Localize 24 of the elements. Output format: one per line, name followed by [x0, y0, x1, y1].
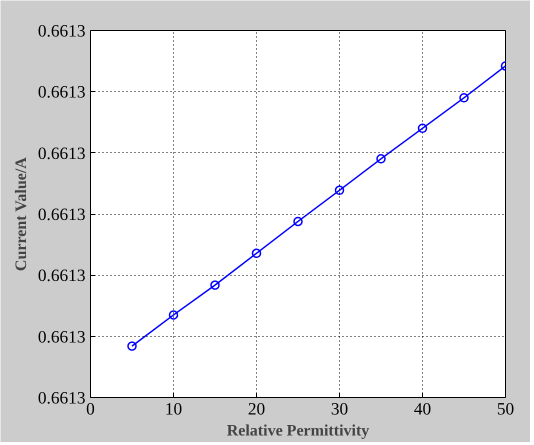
x-tick-label: 30: [330, 400, 348, 418]
text: 0.6613: [38, 82, 86, 102]
point: [459, 93, 469, 103]
point: [334, 186, 344, 196]
x-tick-label: 40: [414, 400, 432, 418]
text: 0.6613: [38, 266, 86, 286]
point: [210, 280, 220, 290]
text: 0.6613: [38, 22, 86, 40]
x-axis-title: Relative Permittivity: [226, 422, 370, 440]
text: 0.6613: [38, 205, 86, 224]
point: [168, 310, 178, 320]
x-tick-label: 50: [496, 400, 514, 418]
point: [293, 216, 303, 226]
point: [252, 248, 262, 258]
text: 0.6613: [38, 327, 86, 346]
text: 0.6613: [38, 388, 86, 408]
y-axis-title: Current Value/A: [12, 156, 30, 272]
x-tick-label: 0: [86, 400, 95, 418]
point: [418, 124, 428, 134]
point: [376, 154, 386, 164]
x-tick-label: 20: [248, 400, 266, 418]
x-tick-label: 10: [164, 400, 182, 418]
text: 0.6613: [38, 144, 86, 163]
point: [127, 341, 137, 351]
